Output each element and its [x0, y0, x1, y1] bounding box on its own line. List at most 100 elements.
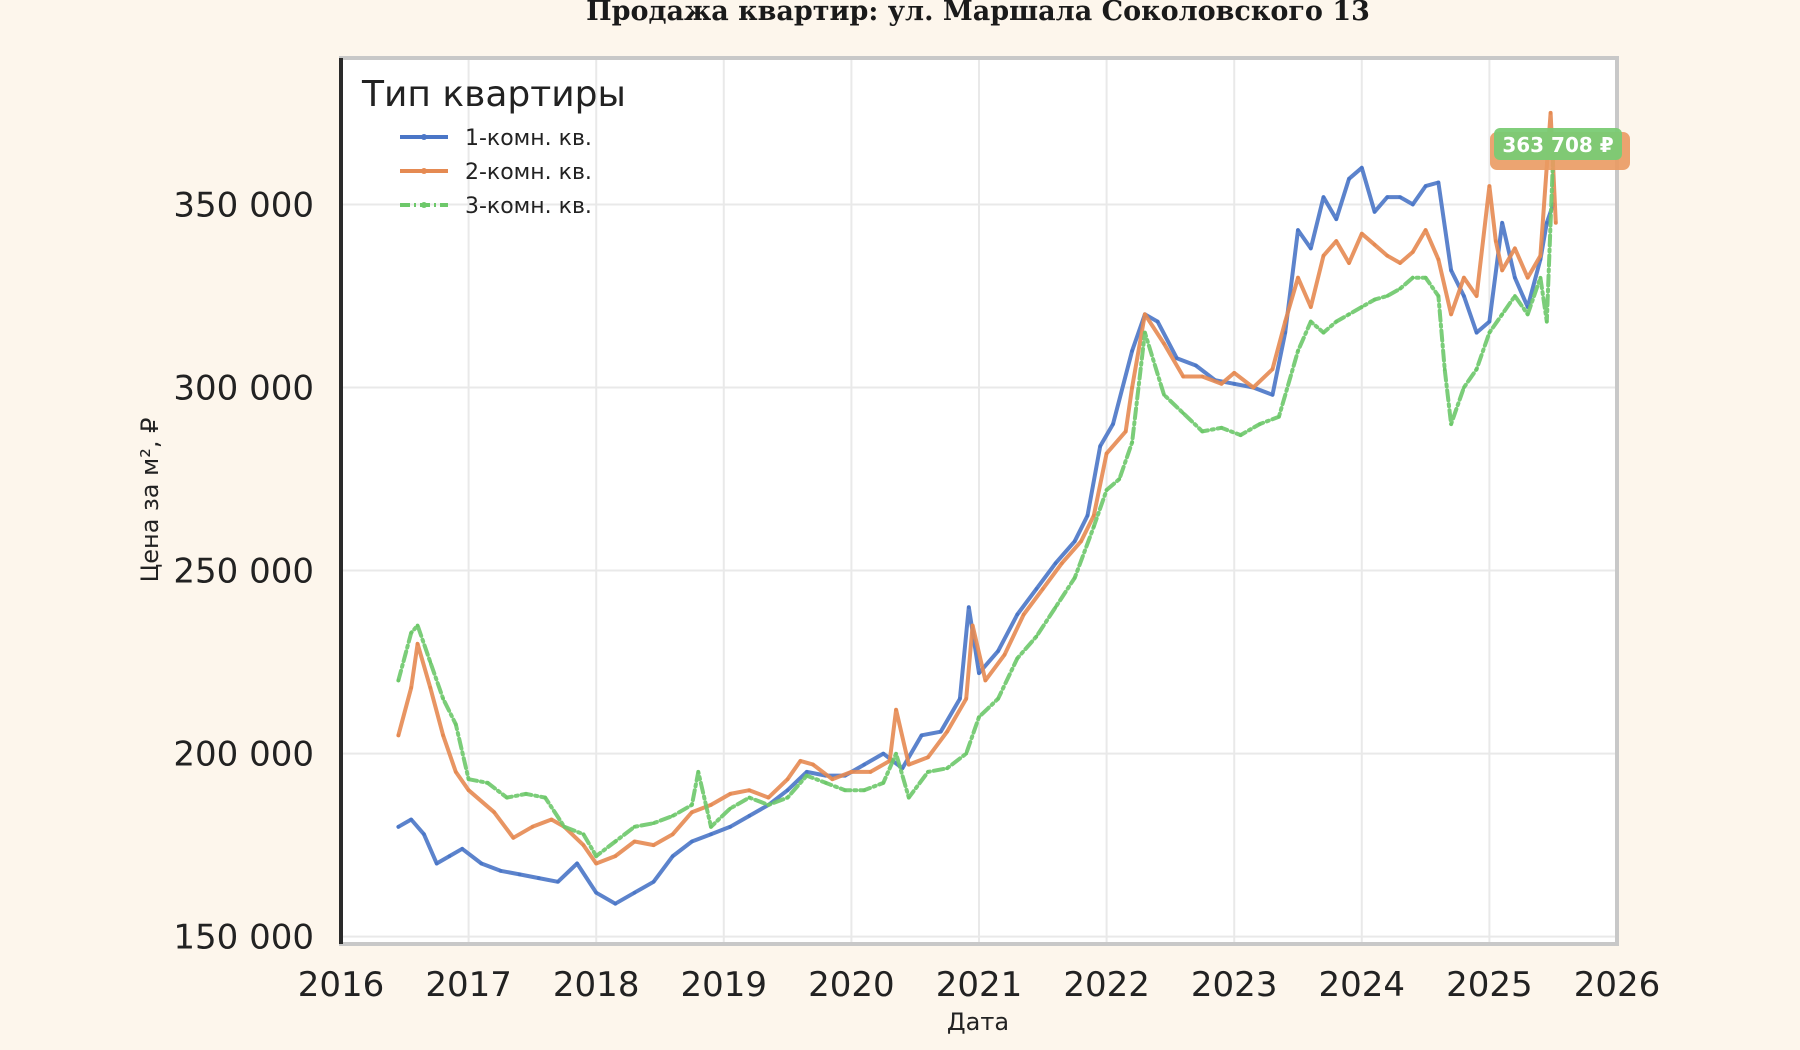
data-point [594, 854, 598, 858]
y-tick-label: 250 000 [173, 552, 314, 592]
data-point [1257, 422, 1262, 426]
data-point [651, 843, 656, 847]
data-point [966, 605, 971, 609]
data-point [1538, 275, 1543, 280]
data-point [1321, 195, 1326, 199]
data-point [536, 876, 541, 880]
data-point [422, 832, 426, 836]
data-point [1130, 349, 1134, 353]
data-point [632, 839, 637, 844]
data-point [804, 770, 809, 774]
data-point [1525, 275, 1530, 280]
x-tick-labels: 2016 2017 2018 2019 2020 2021 2022 2023 2024 2025… [298, 965, 1661, 1005]
legend-label: 1-комн. кв. [465, 126, 592, 151]
data-point [1308, 305, 1313, 309]
data-point [1436, 257, 1441, 262]
data-point [811, 762, 815, 767]
data-point [1200, 429, 1205, 434]
data-point [849, 770, 854, 774]
data-point [466, 777, 471, 782]
data-point [690, 810, 694, 814]
data-point [613, 839, 618, 844]
data-point [1385, 294, 1390, 298]
x-tick-label: 2024 [1319, 965, 1406, 1005]
data-point [409, 685, 413, 690]
data-point [441, 696, 445, 701]
data-point [690, 803, 694, 807]
data-point [1474, 294, 1479, 298]
data-point [785, 788, 790, 793]
data-point [1130, 385, 1134, 390]
data-point [919, 733, 924, 738]
data-point [709, 803, 713, 807]
x-tick-label: 2026 [1574, 965, 1661, 1005]
data-point [1360, 166, 1364, 170]
data-point [575, 861, 579, 866]
data-point [862, 788, 866, 793]
series-line [396, 165, 1556, 906]
legend-title: Тип квартиры [361, 74, 626, 115]
data-point [824, 781, 828, 785]
series-line [396, 110, 1558, 866]
data-point [543, 795, 547, 800]
data-point [1449, 312, 1453, 317]
data-point [1079, 539, 1083, 544]
data-point [1060, 561, 1064, 566]
data-point [562, 825, 567, 829]
legend-label: 3-комн. кв. [465, 194, 592, 219]
data-point [1200, 374, 1205, 379]
data-point [1449, 422, 1453, 426]
data-point [728, 806, 732, 811]
data-point [1513, 275, 1517, 280]
data-point [1174, 356, 1179, 361]
data-point [970, 623, 975, 628]
data-point [1372, 209, 1377, 214]
data-point [747, 814, 752, 818]
data-point [1296, 349, 1300, 353]
data-point [1500, 268, 1504, 273]
data-point [1385, 195, 1390, 199]
data-point [1398, 286, 1402, 291]
data-point [977, 715, 981, 719]
data-point [843, 788, 847, 793]
data-point [441, 733, 445, 738]
data-point [1085, 513, 1090, 518]
data-point [1251, 385, 1256, 390]
data-point [1162, 393, 1166, 397]
data-point [1436, 180, 1441, 185]
data-point [1436, 294, 1441, 298]
data-point [1360, 231, 1364, 236]
data-point [868, 770, 873, 774]
data-point [396, 678, 401, 683]
data-point [1072, 576, 1077, 580]
x-tick-label: 2018 [553, 965, 640, 1005]
data-point [1143, 330, 1147, 335]
y-tick-label: 200 000 [173, 735, 314, 775]
data-point [804, 773, 809, 778]
data-point [1194, 363, 1198, 368]
data-point [964, 751, 969, 756]
data-point [1296, 228, 1300, 232]
data-point [428, 685, 433, 690]
data-point [1283, 319, 1288, 324]
data-point [1098, 444, 1103, 448]
data-point [1548, 111, 1553, 115]
y-axis-label: Цена за м², ₽ [136, 418, 164, 583]
data-point [396, 733, 401, 738]
data-point [958, 696, 962, 701]
data-point [709, 825, 713, 829]
data-point [862, 762, 866, 767]
data-point [632, 890, 637, 895]
data-point [1360, 305, 1364, 309]
data-point [1525, 312, 1530, 317]
data-point [1423, 228, 1428, 232]
data-point [907, 762, 911, 767]
data-point [415, 623, 420, 628]
data-point [651, 821, 656, 825]
data-point [505, 795, 509, 800]
data-point [581, 832, 586, 836]
data-point [1308, 319, 1313, 324]
data-point [670, 832, 675, 836]
data-point [798, 759, 803, 763]
data-point [581, 843, 586, 847]
